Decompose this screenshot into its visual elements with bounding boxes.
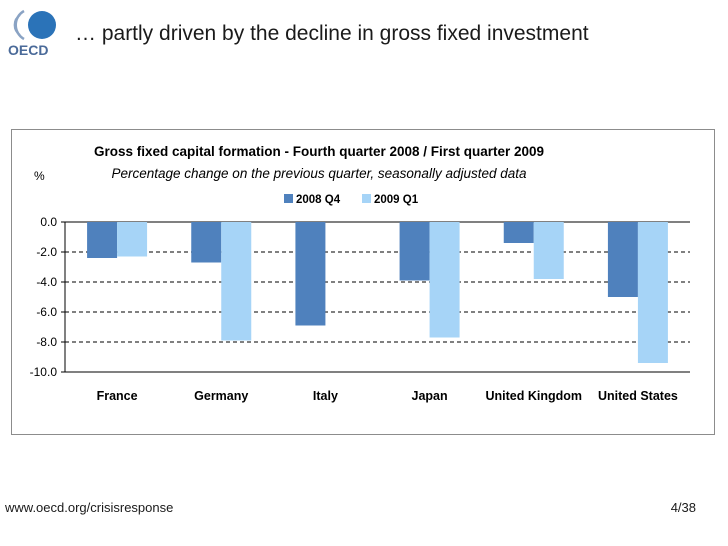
y-tick-label: -10.0 [30, 365, 58, 379]
legend-swatch [362, 194, 371, 203]
bar-2009-q1 [117, 222, 148, 257]
oecd-logo: OECD [8, 8, 60, 58]
x-category-label: Japan [412, 389, 448, 403]
slide-title: … partly driven by the decline in gross … [75, 22, 589, 45]
y-tick-label: -6.0 [36, 305, 57, 319]
legend-label: 2008 Q4 [296, 194, 341, 206]
y-axis-ticks: 0.0 -2.0 -4.0 -6.0 -8.0 -10.0 [30, 215, 65, 379]
chart-legend: 2008 Q4 2009 Q1 [284, 194, 419, 206]
legend-swatch [284, 194, 293, 203]
bar-2008-q4 [607, 222, 638, 297]
bar-2009-q1 [221, 222, 252, 341]
bar-2008-q4 [191, 222, 222, 263]
y-tick-label: 0.0 [40, 215, 57, 229]
bar-2009-q1 [429, 222, 460, 338]
bar-2009-q1 [637, 222, 668, 363]
bar-2008-q4 [87, 222, 118, 258]
y-tick-label: -4.0 [36, 275, 57, 289]
chart-container: Gross fixed capital formation - Fourth q… [11, 129, 715, 435]
legend-item-2: 2009 Q1 [362, 194, 419, 206]
bar-2008-q4 [295, 222, 326, 326]
y-tick-label: -8.0 [36, 335, 57, 349]
x-category-label: Germany [194, 389, 248, 403]
y-axis-unit-label: % [34, 169, 45, 183]
chart-subtitle: Percentage change on the previous quarte… [111, 166, 527, 181]
x-axis-labels: France Germany Italy Japan United Kingdom Uni… [97, 389, 678, 403]
footer-url[interactable]: www.oecd.org/crisisresponse [5, 500, 174, 515]
chart-title: Gross fixed capital formation - Fourth q… [94, 144, 544, 159]
bar-2009-q1 [533, 222, 564, 279]
legend-item-1: 2008 Q4 [284, 194, 341, 206]
chart-bars [87, 222, 668, 363]
page-number: 4/38 [670, 500, 696, 515]
chart-gridlines [64, 221, 690, 373]
x-category-label: Italy [313, 389, 338, 403]
x-category-label: United Kingdom [485, 389, 582, 403]
bar-2008-q4 [399, 222, 430, 281]
logo-text: OECD [8, 42, 48, 58]
x-category-label: United States [598, 389, 678, 403]
y-tick-label: -2.0 [36, 245, 57, 259]
bar-chart: Gross fixed capital formation - Fourth q… [30, 144, 690, 403]
legend-label: 2009 Q1 [374, 194, 419, 206]
x-category-label: France [97, 389, 138, 403]
bar-2008-q4 [503, 222, 534, 243]
